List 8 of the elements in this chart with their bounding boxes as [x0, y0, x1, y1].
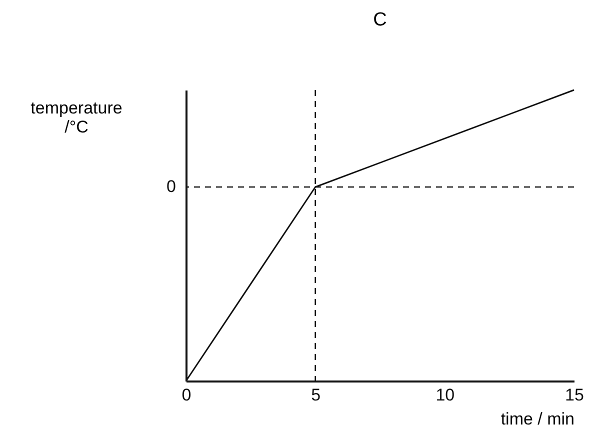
- x-tick-label: 10: [436, 386, 455, 404]
- y-axis-title: temperature /°C: [30, 98, 122, 136]
- x-tick-label: 15: [565, 386, 584, 404]
- ref-line-label: 0: [166, 177, 176, 196]
- x-axis-title: time / min: [500, 410, 574, 428]
- x-tick-label: 5: [311, 386, 321, 404]
- chart-title: C: [373, 9, 387, 30]
- x-tick-label: 0: [182, 386, 192, 404]
